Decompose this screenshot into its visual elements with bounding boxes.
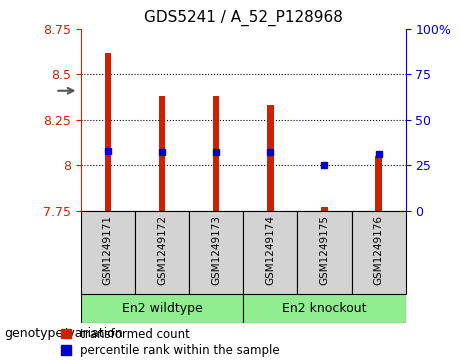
- FancyBboxPatch shape: [189, 211, 243, 294]
- Text: GSM1249174: GSM1249174: [265, 215, 275, 285]
- FancyBboxPatch shape: [243, 211, 297, 294]
- Legend: transformed count, percentile rank within the sample: transformed count, percentile rank withi…: [61, 327, 280, 357]
- Text: GSM1249172: GSM1249172: [157, 215, 167, 285]
- FancyBboxPatch shape: [81, 294, 243, 323]
- Bar: [375, 156, 382, 211]
- FancyBboxPatch shape: [352, 211, 406, 294]
- Text: GSM1249173: GSM1249173: [211, 215, 221, 285]
- Title: GDS5241 / A_52_P128968: GDS5241 / A_52_P128968: [144, 10, 343, 26]
- Text: En2 knockout: En2 knockout: [282, 302, 366, 315]
- Bar: [159, 96, 165, 211]
- FancyBboxPatch shape: [81, 211, 135, 294]
- Text: GSM1249171: GSM1249171: [103, 215, 113, 285]
- Text: genotype/variation: genotype/variation: [5, 327, 124, 339]
- FancyBboxPatch shape: [297, 211, 352, 294]
- Text: GSM1249176: GSM1249176: [373, 215, 384, 285]
- FancyBboxPatch shape: [243, 294, 406, 323]
- FancyBboxPatch shape: [135, 211, 189, 294]
- Bar: [267, 105, 273, 211]
- Bar: [105, 53, 111, 211]
- Bar: [213, 96, 219, 211]
- Bar: [321, 207, 328, 211]
- Text: GSM1249175: GSM1249175: [319, 215, 330, 285]
- Text: En2 wildtype: En2 wildtype: [122, 302, 202, 315]
